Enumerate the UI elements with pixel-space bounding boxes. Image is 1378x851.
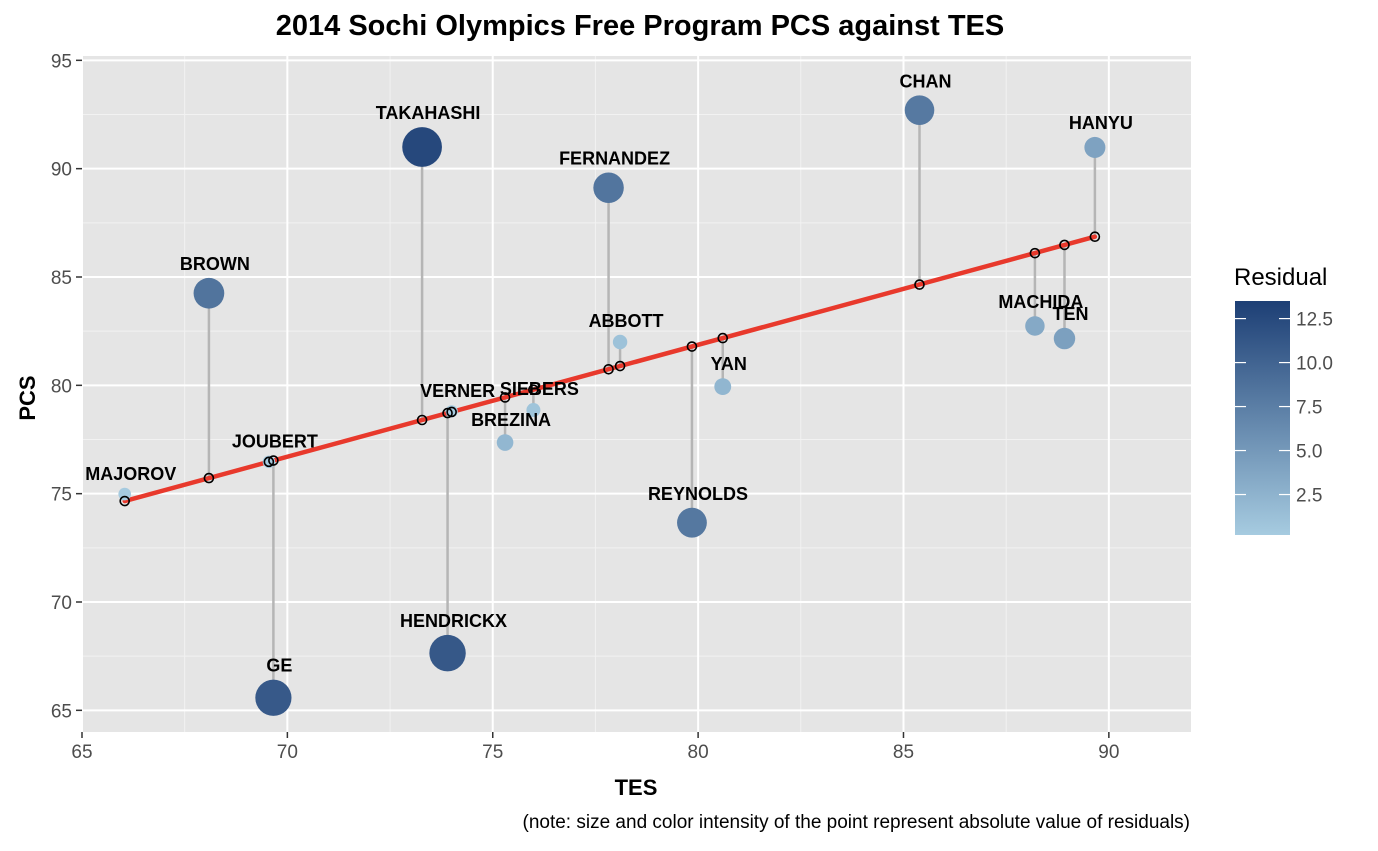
point-label: FERNANDEZ [559, 148, 670, 168]
data-point [1084, 136, 1106, 158]
fitted-point [1089, 231, 1101, 242]
data-point [1053, 327, 1076, 350]
fitted-point [1059, 239, 1070, 251]
fitted-point [446, 406, 457, 418]
fitted-point [717, 332, 729, 344]
data-point [496, 434, 514, 451]
legend-label: 7.5 [1296, 398, 1322, 419]
fitted-point [263, 456, 275, 468]
data-point [904, 95, 935, 125]
y-tick-label: 65 [51, 701, 72, 722]
point-label: MAJOROV [85, 464, 176, 484]
y-axis-title: PCS [15, 375, 40, 420]
regression-line-layer [122, 234, 1098, 504]
data-points [118, 95, 1106, 716]
legend: Residual 12.5 10.0 7.5 5.0 2.5 [1234, 264, 1333, 535]
point-label: TEN [1052, 304, 1088, 324]
point-labels: MAJOROV BROWN JOUBERT GE TAKAHASHI HENDRICKX V… [85, 71, 1133, 675]
point-label: REYNOLDS [648, 484, 748, 504]
x-tick-label: 75 [482, 742, 503, 763]
data-point [677, 507, 707, 538]
fitted-point [499, 392, 511, 403]
legend-title: Residual [1234, 264, 1327, 291]
y-tick-label: 75 [51, 485, 72, 506]
point-label: TAKAHASHI [376, 103, 481, 123]
legend-label: 5.0 [1296, 442, 1322, 463]
point-label: ABBOTT [589, 311, 664, 331]
legend-label: 12.5 [1296, 310, 1333, 331]
data-point [526, 403, 541, 418]
legend-colorbar [1235, 301, 1290, 535]
fitted-point [416, 414, 428, 426]
point-label: BREZINA [471, 410, 551, 430]
fitted-point [528, 384, 539, 395]
legend-label: 10.0 [1296, 354, 1333, 375]
point-label: BROWN [180, 254, 250, 274]
fitted-point [603, 363, 614, 375]
data-point [714, 378, 732, 396]
point-label: JOUBERT [232, 432, 318, 452]
point-label: HENDRICKX [400, 611, 507, 631]
fitted-point [914, 279, 925, 290]
point-label: SIEBERS [500, 379, 579, 399]
data-point [255, 679, 292, 716]
y-tick-label: 70 [51, 593, 72, 614]
point-label: YAN [711, 354, 747, 374]
x-tick-label: 65 [71, 742, 92, 763]
fitted-point [686, 341, 698, 352]
y-tick-label: 95 [51, 51, 72, 72]
data-point [402, 127, 442, 167]
fitted-point [119, 495, 131, 507]
point-label: GE [266, 656, 292, 676]
fitted-point [614, 360, 626, 372]
y-tick-label: 80 [51, 376, 72, 397]
x-tick-label: 90 [1098, 742, 1119, 763]
data-point [429, 634, 466, 672]
data-point [1025, 316, 1045, 336]
legend-label: 2.5 [1296, 486, 1322, 507]
x-tick-label: 80 [688, 742, 709, 763]
point-label: CHAN [900, 71, 952, 91]
fitted-point [1029, 247, 1041, 259]
grid-lines [81, 56, 1191, 732]
data-point [612, 334, 628, 350]
data-point [193, 277, 225, 309]
point-label: HANYU [1069, 113, 1133, 133]
x-axis-title: TES [615, 775, 658, 800]
y-tick-label: 85 [51, 268, 72, 289]
regression-line [122, 234, 1098, 504]
fitted-point [442, 407, 453, 419]
chart-title: 2014 Sochi Olympics Free Program PCS aga… [275, 10, 1005, 42]
point-label: VERNER [420, 381, 495, 401]
fitted-points [119, 231, 1101, 507]
data-point [593, 172, 624, 203]
axes: 65 70 75 80 85 90 65 70 75 80 85 90 95 [51, 51, 1120, 763]
point-label: MACHIDA [998, 292, 1083, 312]
y-tick-label: 90 [51, 160, 72, 181]
fitted-point [203, 472, 215, 484]
x-tick-label: 85 [893, 742, 914, 763]
chart-caption: (note: size and color intensity of the p… [522, 812, 1191, 833]
fitted-point [268, 455, 279, 466]
x-tick-label: 70 [277, 742, 298, 763]
